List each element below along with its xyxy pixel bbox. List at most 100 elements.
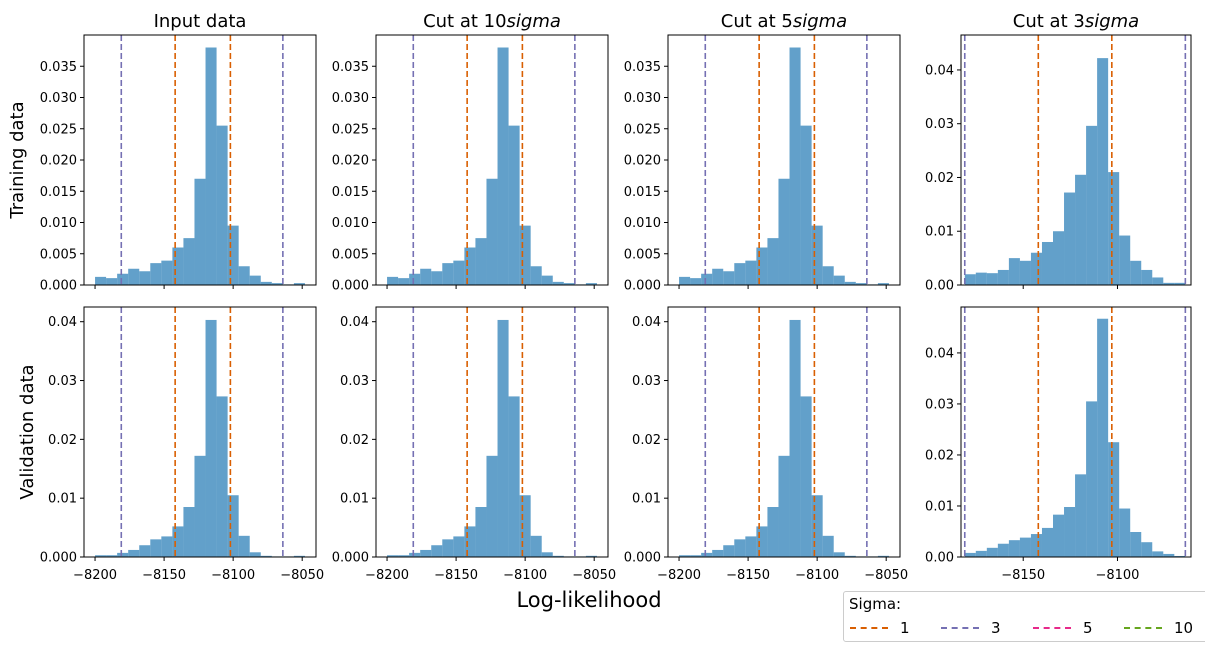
histogram-bar — [1064, 192, 1076, 285]
panel-title: Input data — [154, 11, 247, 32]
histogram-bar — [139, 271, 151, 285]
axes-frame — [960, 306, 1192, 558]
histogram-bar — [833, 552, 845, 557]
panel-title-sigma: sigma — [1085, 11, 1139, 32]
y-tick-label: 0.01 — [48, 492, 77, 507]
histogram-bar — [844, 281, 856, 285]
histogram-bar — [205, 319, 217, 557]
histogram-bar — [117, 273, 129, 285]
histogram-bar — [530, 266, 542, 285]
histogram-bar — [1141, 542, 1153, 557]
y-tick-label: 0.01 — [925, 225, 954, 240]
panel-1-1: 0.000 0.01 0.02 0.03 0.04 −8200 −8150 −8100 −805… — [332, 306, 616, 583]
histogram-bar — [271, 283, 283, 285]
histogram-bar — [106, 555, 118, 557]
y-tick-label: 0.03 — [340, 374, 369, 389]
y-tick-label: 0.005 — [40, 247, 77, 262]
panel-title-text: Input data — [154, 11, 247, 32]
y-tick-label: 0.020 — [624, 154, 661, 169]
panel-0-2: 0.000 0.005 0.010 0.015 0.020 0.025 0.030 0.035… — [624, 11, 901, 294]
histogram-bar — [756, 526, 768, 557]
y-tick-label: 0.005 — [332, 247, 369, 262]
histogram-bar — [453, 260, 465, 285]
y-tick-label: 0.04 — [340, 315, 369, 330]
x-tick-label: −8150 — [1001, 568, 1045, 583]
panel-title-text: Cut at 5 — [721, 11, 793, 32]
histogram-bar — [811, 495, 823, 557]
histogram-bar — [964, 274, 976, 285]
x-tick-label: −8050 — [280, 568, 324, 583]
legend-title: Sigma: — [849, 595, 902, 613]
histogram-bar — [679, 555, 691, 557]
y-tick-label: 0.000 — [40, 279, 77, 294]
panel-title-text: Cut at 3 — [1013, 11, 1085, 32]
y-tick-label: 0.02 — [632, 433, 661, 448]
histogram-bar — [420, 549, 432, 557]
histogram-bar — [431, 545, 443, 557]
histogram-bar — [293, 555, 305, 557]
y-tick-label: 0.03 — [925, 117, 954, 132]
histogram-bar — [205, 47, 217, 285]
axes-frame — [83, 306, 317, 558]
histogram-bar — [778, 455, 790, 557]
x-tick-label: −8200 — [73, 568, 117, 583]
histogram-bar — [1064, 507, 1076, 557]
y-tick-label: 0.02 — [925, 448, 954, 463]
histogram-bar — [1030, 534, 1042, 557]
histogram-bar — [1163, 553, 1175, 557]
histogram-bar — [833, 275, 845, 285]
histogram-bar — [194, 178, 206, 285]
histogram-bar — [1097, 58, 1109, 285]
y-tick-label: 0.04 — [48, 315, 77, 330]
histogram-bar — [712, 268, 724, 285]
panel-marks — [679, 307, 889, 557]
histogram-bar — [877, 283, 889, 285]
histogram-bar — [1053, 231, 1065, 285]
histogram-bar — [464, 247, 476, 285]
histogram-bar — [183, 238, 195, 285]
histogram-bar — [690, 278, 702, 285]
histogram-bar — [238, 266, 250, 285]
x-tick-label: −8200 — [657, 568, 701, 583]
histogram-bar — [844, 555, 856, 557]
histogram-bar — [800, 125, 812, 285]
axes-frame — [960, 34, 1192, 286]
x-tick-label: −8050 — [864, 568, 908, 583]
histogram-bar — [1108, 442, 1120, 557]
legend-item-1: 1 — [850, 619, 910, 637]
panel-0-3: 0.00 0.01 0.02 0.03 0.04 Cut at 3sigma — [925, 11, 1192, 294]
panel-title-sigma: sigma — [507, 11, 561, 32]
y-tick-label: 0.015 — [624, 185, 661, 200]
panel-marks — [679, 35, 889, 285]
y-tick-label: 0.04 — [925, 63, 954, 78]
histogram-bar — [508, 125, 520, 285]
y-tick-label: 0.000 — [624, 551, 661, 566]
histogram-bar — [745, 536, 757, 557]
panel-marks — [387, 35, 597, 285]
panel-marks — [95, 35, 305, 285]
y-tick-label: 0.00 — [925, 551, 954, 566]
histogram-bar — [475, 238, 487, 285]
histogram-bar — [1163, 282, 1175, 285]
y-tick-label: 0.01 — [925, 499, 954, 514]
histogram-bar — [1152, 277, 1164, 285]
histogram-bar — [975, 272, 987, 285]
histogram-bar — [1041, 241, 1053, 285]
histogram-bar — [508, 396, 520, 557]
x-axis-label: Log-likelihood — [516, 588, 661, 612]
histogram-bar — [442, 539, 454, 557]
histogram-bar — [194, 455, 206, 557]
x-tick-label: −8100 — [211, 568, 255, 583]
y-tick-label: 0.025 — [40, 122, 77, 137]
x-tick-label: −8100 — [503, 568, 547, 583]
histogram-bar — [387, 555, 399, 557]
y-tick-label: 0.015 — [40, 185, 77, 200]
histogram-bar — [260, 281, 272, 285]
histogram-bar — [701, 552, 713, 557]
histogram-bar — [1008, 258, 1020, 285]
histogram-bar — [216, 125, 228, 285]
y-tick-label: 0.000 — [624, 279, 661, 294]
y-tick-label: 0.00 — [925, 279, 954, 294]
panel-1-3: 0.00 0.01 0.02 0.03 0.04 −8150 −8100 — [925, 306, 1192, 583]
